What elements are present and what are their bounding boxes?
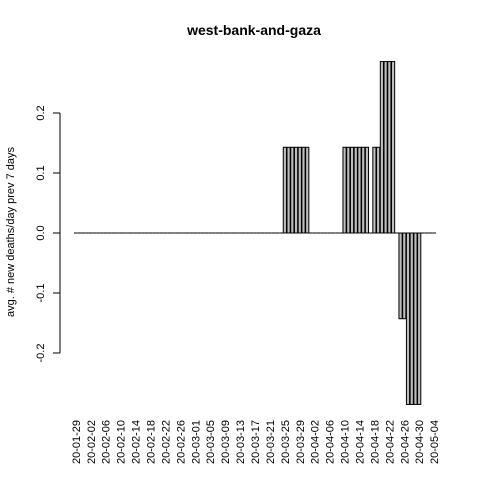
bar [305, 146, 310, 234]
x-axis: 20-01-29 20-02-02 20-02-06 20-02-10 20-02-14… [71, 420, 441, 464]
x-tick-label: 20-02-22 [160, 420, 172, 464]
bar [297, 146, 302, 234]
bar [282, 146, 287, 234]
x-tick-label: 20-04-18 [369, 420, 381, 464]
bar [361, 146, 366, 234]
x-tick-label: 20-03-21 [265, 420, 277, 464]
x-tick-label: 20-04-14 [354, 420, 366, 464]
bar [413, 232, 418, 405]
bar [353, 146, 358, 234]
bar [372, 146, 377, 234]
x-tick-label: 20-03-17 [250, 420, 262, 464]
bar [293, 146, 299, 234]
bar [357, 146, 362, 234]
bar [405, 232, 411, 405]
bar [390, 61, 396, 234]
x-tick-label: 20-03-05 [205, 420, 217, 464]
x-tick-label: 20-03-09 [220, 420, 232, 464]
bar [342, 146, 347, 234]
x-tick-label: 20-04-22 [384, 420, 396, 464]
x-tick-label: 20-03-29 [295, 420, 307, 464]
x-tick-label: 20-02-14 [131, 420, 143, 464]
y-tick-label: 0.1 [35, 165, 47, 180]
x-tick-label: 20-04-10 [340, 420, 352, 464]
y-tick-label: -0.2 [35, 344, 47, 363]
bars [74, 61, 436, 405]
x-tick-label: 20-05-04 [429, 420, 441, 464]
bar [290, 146, 295, 234]
x-tick-label: 20-02-06 [101, 420, 113, 464]
bar [402, 232, 407, 320]
x-tick-label: 20-02-10 [116, 420, 128, 464]
y-tick-label: -0.1 [35, 284, 47, 303]
bar [286, 146, 291, 234]
x-tick-label: 20-02-02 [86, 420, 98, 464]
bar [409, 232, 414, 405]
x-tick-label: 20-03-01 [190, 420, 202, 464]
y-tick-label: 0.2 [35, 105, 47, 120]
y-axis-label: avg. # new deaths/day prev 7 days [5, 147, 17, 317]
x-tick-label: 20-02-26 [175, 420, 187, 464]
x-tick-label: 20-04-02 [310, 420, 322, 464]
bar [387, 61, 392, 234]
bar [398, 232, 403, 320]
bar [379, 61, 384, 234]
bar [383, 61, 388, 234]
x-tick-label: 20-03-13 [235, 420, 247, 464]
x-tick-label: 20-04-06 [325, 420, 337, 464]
y-tick-label: 0.0 [35, 225, 47, 240]
bar [364, 146, 370, 234]
bar [349, 146, 355, 234]
bar [346, 146, 351, 234]
x-tick-label: 20-01-29 [71, 420, 83, 464]
x-tick-label: 20-02-18 [146, 420, 158, 464]
y-axis: -0.2 -0.1 0.0 0.1 0.2 [35, 105, 61, 363]
bar [376, 146, 381, 234]
bar [417, 232, 422, 405]
x-tick-label: 20-04-30 [414, 420, 426, 464]
x-tick-label: 20-04-26 [399, 420, 411, 464]
chart-title: west-bank-and-gaza [186, 22, 321, 38]
bar [301, 146, 306, 234]
x-tick-label: 20-03-25 [280, 420, 292, 464]
